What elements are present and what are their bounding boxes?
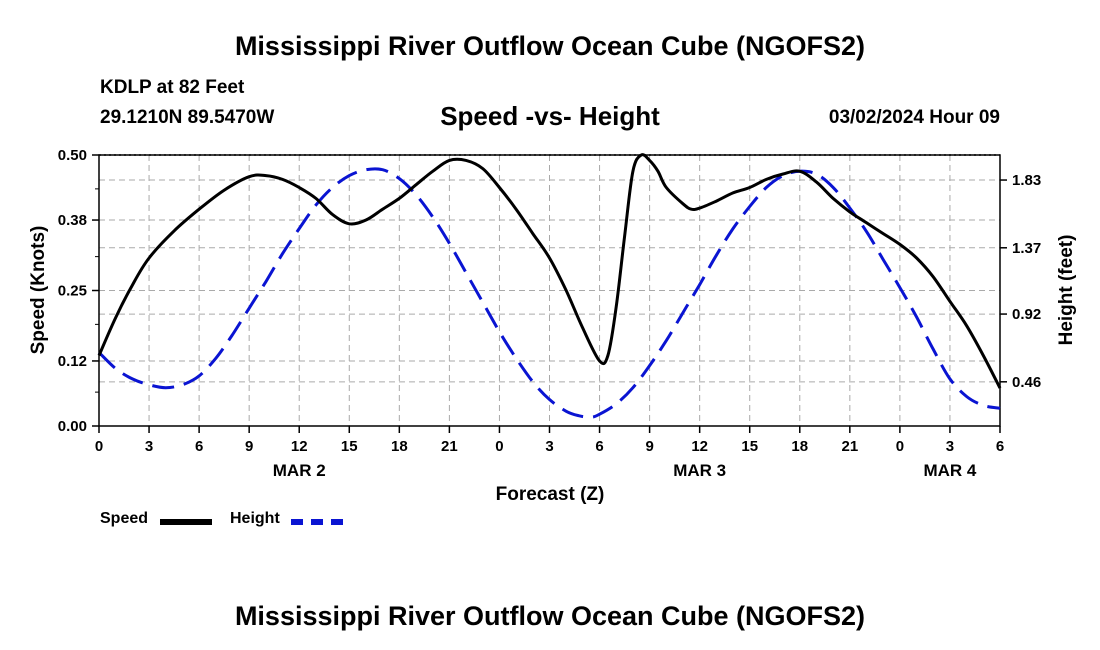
x-tick-label: 21 — [441, 438, 458, 455]
x-tick-label: 0 — [495, 438, 503, 455]
y-tick-label: 0.38 — [58, 212, 87, 229]
forecast-datetime: 03/02/2024 Hour 09 — [828, 107, 1000, 128]
y-tick-label: 0.00 — [58, 418, 87, 435]
legend-speed-swatch — [160, 519, 212, 525]
chart-subtitle: Speed -vs- Height — [440, 101, 660, 131]
x-tick-label: 21 — [841, 438, 858, 455]
y2-tick-label: 0.92 — [1012, 306, 1041, 323]
grid-layer — [99, 155, 1000, 426]
x-tick-label: 18 — [391, 438, 408, 455]
date-label: MAR 3 — [673, 461, 726, 480]
x-tick-label: 9 — [245, 438, 253, 455]
y2-tick-label: 1.37 — [1012, 240, 1041, 257]
y-tick-label: 0.12 — [58, 353, 87, 370]
speed-series-line — [97, 153, 1002, 389]
y2-tick-label: 0.46 — [1012, 374, 1041, 391]
ticks-layer — [92, 154, 1007, 433]
y-axis-label: Speed (Knots) — [28, 226, 49, 355]
y2-tick-label: 1.83 — [1012, 172, 1041, 189]
x-tick-label: 9 — [645, 438, 653, 455]
x-tick-label: 6 — [195, 438, 203, 455]
x-tick-label: 0 — [95, 438, 103, 455]
x-tick-label: 6 — [595, 438, 603, 455]
series-layer — [97, 153, 1002, 419]
x-tick-label: 15 — [741, 438, 758, 455]
x-tick-label: 12 — [291, 438, 308, 455]
station-coords: 29.1210N 89.5470W — [100, 107, 275, 128]
legend-height-label: Height — [230, 510, 280, 527]
x-tick-label: 0 — [896, 438, 904, 455]
x-tick-label: 12 — [691, 438, 708, 455]
legend-height-swatch — [291, 519, 343, 525]
x-tick-label: 3 — [145, 438, 153, 455]
date-label: MAR 2 — [273, 461, 326, 480]
chart-title-top: Mississippi River Outflow Ocean Cube (NG… — [234, 31, 866, 61]
y-tick-label: 0.25 — [58, 283, 87, 300]
x-axis-label: Forecast (Z) — [496, 484, 605, 505]
station-label: KDLP at 82 Feet — [100, 77, 245, 98]
x-tick-label: 3 — [545, 438, 553, 455]
height-series-line — [97, 167, 1001, 419]
date-label: MAR 4 — [923, 461, 976, 480]
x-tick-label: 6 — [996, 438, 1004, 455]
chart-title-bottom: Mississippi River Outflow Ocean Cube (NG… — [234, 601, 866, 631]
labels-layer: 0 3 6 9 12 15 18 21 0 3 6 9 12 15 18 21 0 3 6 0.00 0.12 0.25 0… — [58, 147, 1041, 480]
legend-speed-label: Speed — [100, 510, 149, 527]
x-tick-label: 18 — [791, 438, 808, 455]
y-tick-label: 0.50 — [58, 147, 87, 164]
y2-axis-label: Height (feet) — [1056, 235, 1077, 346]
x-tick-label: 3 — [946, 438, 954, 455]
x-tick-label: 15 — [341, 438, 358, 455]
